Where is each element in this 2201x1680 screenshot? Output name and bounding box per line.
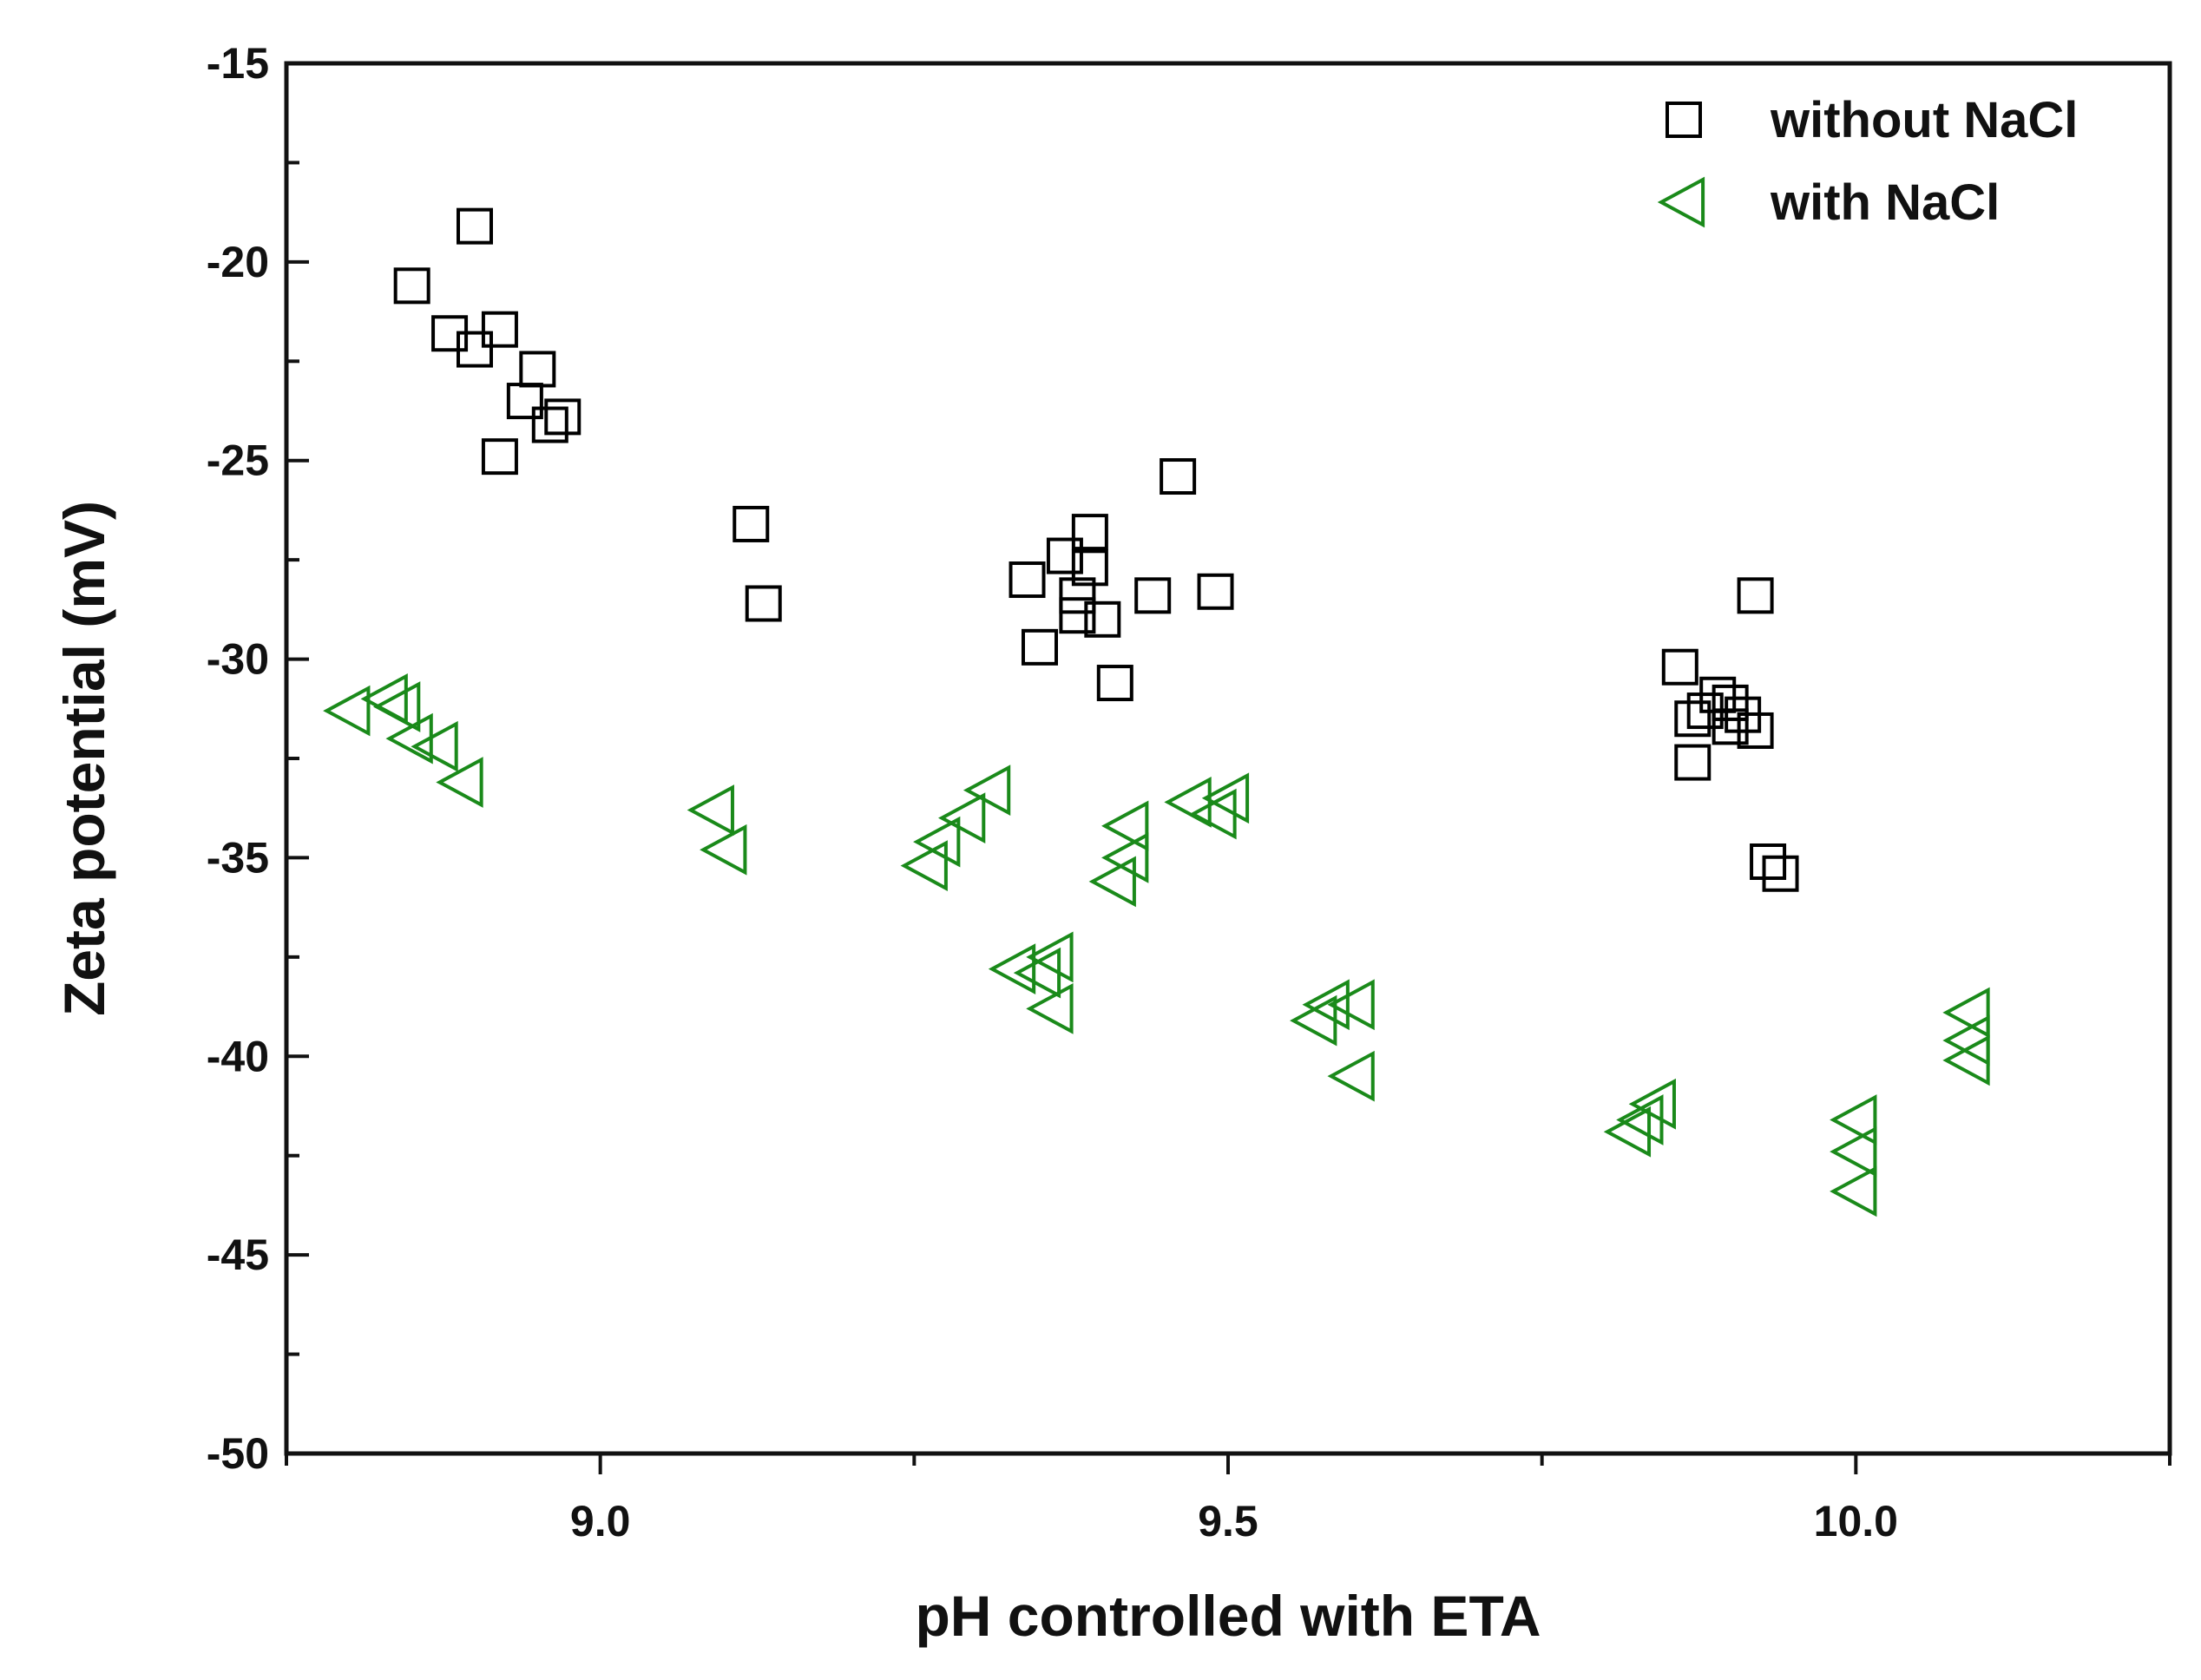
data-point	[1160, 458, 1197, 495]
data-point	[1942, 987, 1990, 1039]
legend-marker-with-nacl	[1657, 176, 1705, 228]
data-point	[531, 406, 568, 443]
data-point	[1201, 772, 1250, 824]
x-tick-label: 9.0	[570, 1497, 631, 1545]
y-tick-label: -30	[207, 635, 269, 684]
data-point	[1026, 983, 1074, 1034]
x-axis-title: pH controlled with ETA	[915, 1584, 1541, 1648]
y-axis-title: Zeta potential (mV)	[52, 501, 116, 1016]
data-point	[481, 438, 518, 476]
legend-marker-without-nacl	[1666, 102, 1702, 138]
data-point	[1942, 1034, 1990, 1086]
data-point	[1674, 744, 1712, 781]
plot-frame	[284, 61, 2172, 1456]
tick-labels: -15 -20 -25 -30 -35 -40 -45 -50 9.0 9.5 10.0	[207, 39, 1898, 1545]
data-point	[1088, 856, 1136, 908]
data-point	[1737, 712, 1774, 749]
y-tick-label: -45	[207, 1230, 269, 1279]
data-point	[937, 792, 986, 844]
data-point	[544, 398, 581, 436]
data-point	[1674, 700, 1712, 738]
series-with-nacl	[323, 673, 1990, 1217]
data-point	[372, 681, 421, 732]
data-point	[1302, 979, 1350, 1031]
data-point	[1661, 648, 1698, 686]
data-point	[1327, 979, 1375, 1031]
data-point	[1009, 561, 1046, 599]
data-point	[1059, 577, 1096, 614]
legend: without NaCl with NaCl	[1657, 92, 2078, 231]
data-point	[457, 207, 493, 245]
data-point	[1197, 573, 1234, 610]
data-point	[1059, 597, 1096, 634]
data-point	[988, 943, 1036, 994]
data-point	[393, 267, 430, 305]
data-point	[1712, 684, 1749, 721]
data-point	[1830, 1165, 1877, 1217]
data-point	[411, 720, 458, 772]
data-point	[1101, 832, 1149, 883]
data-point	[1071, 549, 1108, 587]
data-point	[1046, 537, 1083, 574]
data-point	[1022, 628, 1058, 666]
data-point	[1101, 800, 1149, 852]
y-tick-label: -25	[207, 436, 269, 485]
data-point	[1712, 708, 1749, 745]
data-point	[700, 824, 747, 876]
data-point	[1071, 514, 1108, 551]
x-tick-label: 10.0	[1814, 1497, 1898, 1545]
data-point	[1830, 1125, 1877, 1178]
legend-marker-symbol	[1657, 176, 1705, 228]
data-point	[1327, 1050, 1375, 1102]
series-without-nacl	[393, 207, 1799, 892]
legend-marker-symbol	[1666, 102, 1702, 138]
data-point	[1134, 577, 1172, 614]
data-point	[1737, 577, 1774, 614]
legend-label-without-nacl: without NaCl	[1770, 92, 2078, 148]
y-tick-label: -35	[207, 833, 269, 882]
data-point	[687, 784, 734, 836]
y-tick-label: -15	[207, 39, 269, 88]
x-tick-label: 9.5	[1198, 1497, 1258, 1545]
data-point	[1830, 1094, 1877, 1145]
data-point	[323, 685, 371, 737]
data-point	[1603, 1106, 1652, 1158]
data-point	[733, 505, 770, 542]
data-point	[913, 816, 961, 868]
legend-label-with-nacl: with NaCl	[1770, 174, 2000, 231]
data-point	[1750, 843, 1787, 881]
data-point	[1762, 855, 1799, 892]
y-tick-label: -20	[207, 238, 269, 286]
data-point	[1026, 931, 1074, 983]
data-point	[1084, 600, 1121, 638]
data-point	[1096, 665, 1133, 702]
data-point	[506, 383, 543, 420]
data-point	[1628, 1078, 1676, 1130]
data-point	[436, 757, 483, 808]
data-point	[745, 585, 782, 622]
data-points	[323, 207, 1990, 1217]
y-tick-label: -50	[207, 1429, 269, 1478]
data-point	[963, 765, 1011, 816]
data-point	[457, 331, 493, 368]
data-point	[900, 840, 948, 891]
data-point	[481, 311, 518, 348]
y-tick-label: -40	[207, 1032, 269, 1080]
